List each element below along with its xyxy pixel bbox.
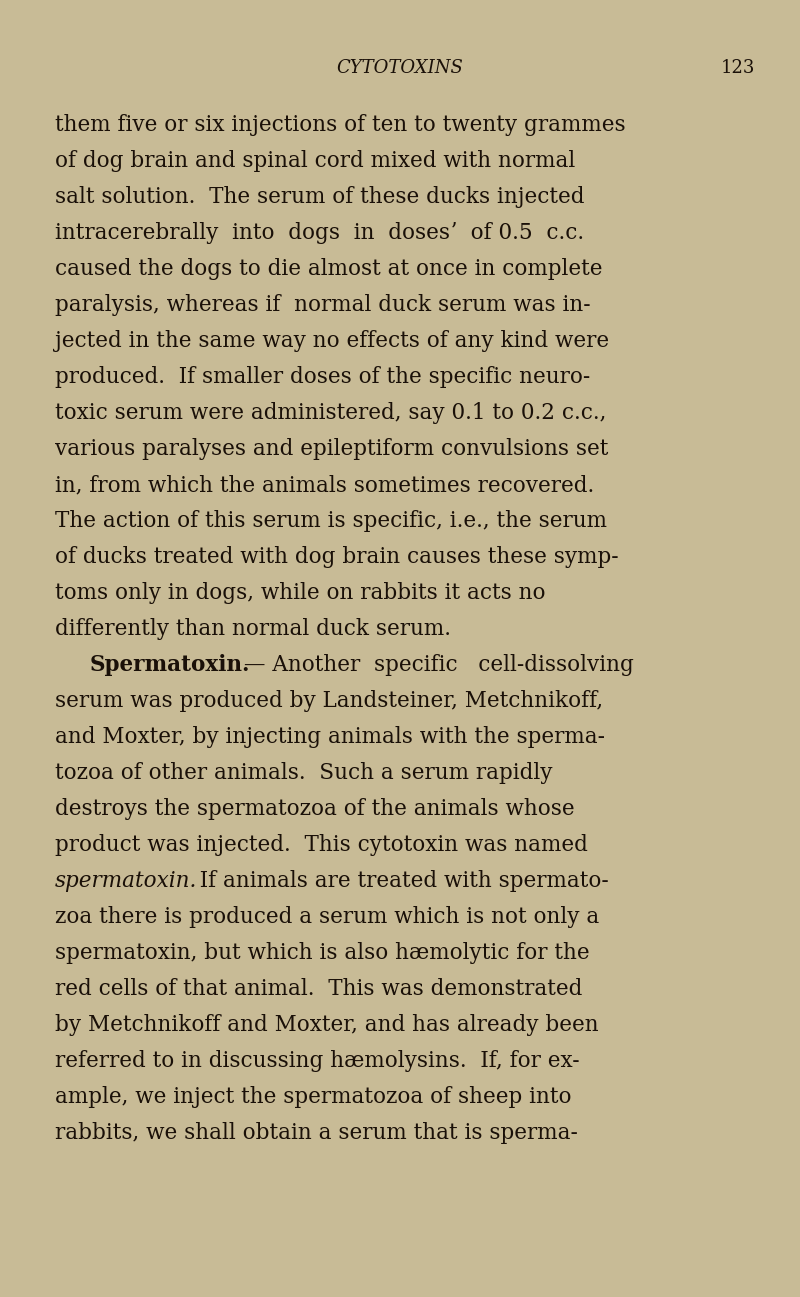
Text: various paralyses and epileptiform convulsions set: various paralyses and epileptiform convu… bbox=[55, 438, 608, 460]
Text: toxic serum were administered, say 0.1 to 0.2 c.c.,: toxic serum were administered, say 0.1 t… bbox=[55, 402, 606, 424]
Text: Spermatoxin.: Spermatoxin. bbox=[90, 654, 250, 676]
Text: tozoa of other animals.  Such a serum rapidly: tozoa of other animals. Such a serum rap… bbox=[55, 763, 553, 783]
Text: paralysis, whereas if  normal duck serum was in-: paralysis, whereas if normal duck serum … bbox=[55, 294, 590, 316]
Text: zoa there is produced a serum which is not only a: zoa there is produced a serum which is n… bbox=[55, 907, 599, 927]
Text: If animals are treated with spermato-: If animals are treated with spermato- bbox=[186, 870, 609, 892]
Text: jected in the same way no effects of any kind were: jected in the same way no effects of any… bbox=[55, 329, 609, 351]
Text: in, from which the animals sometimes recovered.: in, from which the animals sometimes rec… bbox=[55, 473, 594, 495]
Text: salt solution.  The serum of these ducks injected: salt solution. The serum of these ducks … bbox=[55, 185, 585, 208]
Text: caused the dogs to die almost at once in complete: caused the dogs to die almost at once in… bbox=[55, 258, 602, 280]
Text: — Another  specific   cell-dissolving: — Another specific cell-dissolving bbox=[238, 654, 634, 676]
Text: toms only in dogs, while on rabbits it acts no: toms only in dogs, while on rabbits it a… bbox=[55, 582, 546, 604]
Text: and Moxter, by injecting animals with the sperma-: and Moxter, by injecting animals with th… bbox=[55, 726, 605, 748]
Text: produced.  If smaller doses of the specific neuro-: produced. If smaller doses of the specif… bbox=[55, 366, 590, 388]
Text: red cells of that animal.  This was demonstrated: red cells of that animal. This was demon… bbox=[55, 978, 582, 1000]
Text: by Metchnikoff and Moxter, and has already been: by Metchnikoff and Moxter, and has alrea… bbox=[55, 1014, 598, 1036]
Text: serum was produced by Landsteiner, Metchnikoff,: serum was produced by Landsteiner, Metch… bbox=[55, 690, 603, 712]
Text: intracerebrally  into  dogs  in  dosesʼ  of 0.5  c.c.: intracerebrally into dogs in dosesʼ of 0… bbox=[55, 222, 584, 244]
Text: destroys the spermatozoa of the animals whose: destroys the spermatozoa of the animals … bbox=[55, 798, 574, 820]
Text: referred to in discussing hæmolysins.  If, for ex-: referred to in discussing hæmolysins. If… bbox=[55, 1051, 580, 1073]
Text: The action of this serum is specific, i.e., the serum: The action of this serum is specific, i.… bbox=[55, 510, 607, 532]
Text: spermatoxin, but which is also hæmolytic for the: spermatoxin, but which is also hæmolytic… bbox=[55, 942, 590, 964]
Text: 123: 123 bbox=[721, 58, 755, 77]
Text: CYTOTOXINS: CYTOTOXINS bbox=[337, 58, 463, 77]
Text: of ducks treated with dog brain causes these symp-: of ducks treated with dog brain causes t… bbox=[55, 546, 618, 568]
Text: product was injected.  This cytotoxin was named: product was injected. This cytotoxin was… bbox=[55, 834, 588, 856]
Text: spermatoxin.: spermatoxin. bbox=[55, 870, 198, 892]
Text: rabbits, we shall obtain a serum that is sperma-: rabbits, we shall obtain a serum that is… bbox=[55, 1122, 578, 1144]
Text: ample, we inject the spermatozoa of sheep into: ample, we inject the spermatozoa of shee… bbox=[55, 1086, 571, 1108]
Text: differently than normal duck serum.: differently than normal duck serum. bbox=[55, 617, 451, 639]
Text: them five or six injections of ten to twenty grammes: them five or six injections of ten to tw… bbox=[55, 114, 626, 136]
Text: of dog brain and spinal cord mixed with normal: of dog brain and spinal cord mixed with … bbox=[55, 150, 575, 173]
